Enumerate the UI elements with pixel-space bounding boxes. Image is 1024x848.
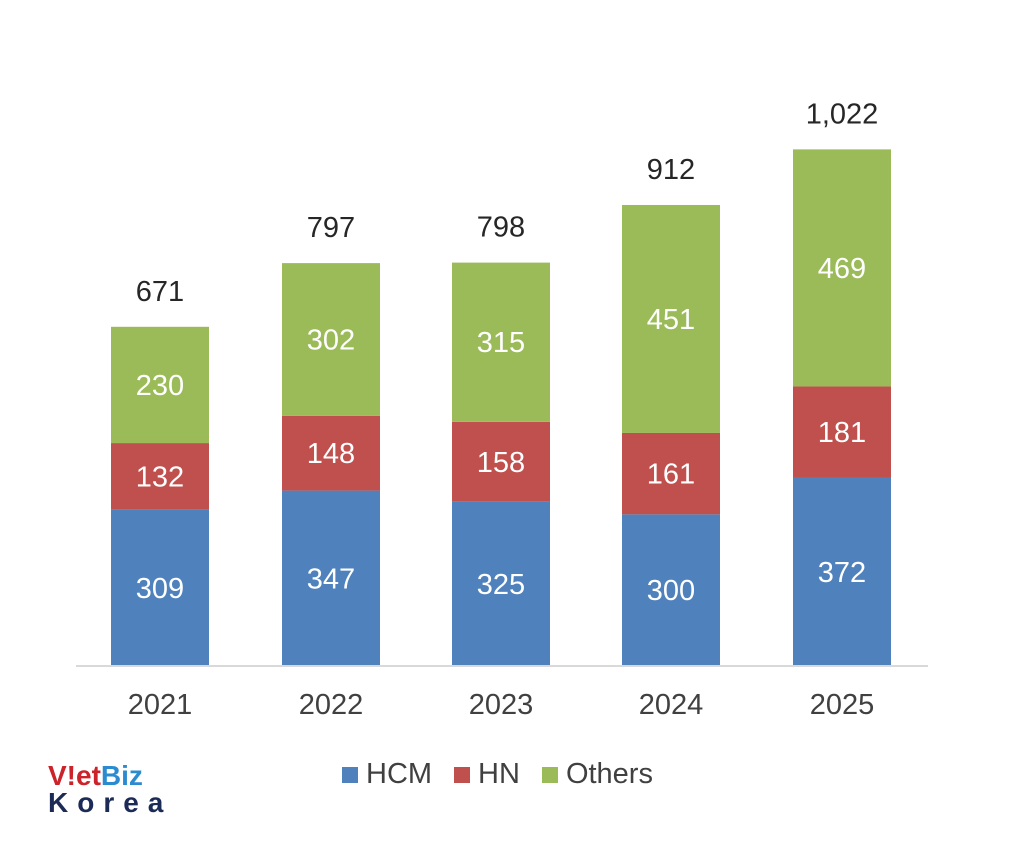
bar-hn-2023 <box>452 421 550 502</box>
data-label-hcm-2025: 372 <box>818 557 866 589</box>
data-label-hcm-2021: 309 <box>136 573 184 605</box>
data-label-others-2022: 302 <box>307 324 355 356</box>
total-label-2021: 671 <box>136 276 184 308</box>
logo-viet: V!et <box>48 760 101 791</box>
x-tick-label-2022: 2022 <box>299 689 364 721</box>
total-label-2025: 1,022 <box>806 98 879 130</box>
total-label-2023: 798 <box>477 212 525 244</box>
legend-item-hcm: HCM <box>342 758 432 791</box>
bar-others-2021 <box>111 326 209 444</box>
legend-item-hn: HN <box>454 758 520 791</box>
legend-swatch-hn <box>454 766 471 783</box>
legend-label-hn: HN <box>478 758 520 790</box>
data-label-hn-2024: 161 <box>647 459 695 491</box>
data-label-hcm-2024: 300 <box>647 575 695 607</box>
data-label-others-2021: 230 <box>136 370 184 402</box>
data-label-hn-2022: 148 <box>307 438 355 470</box>
x-tick-label-2024: 2024 <box>639 689 704 721</box>
bar-hcm-2024 <box>622 514 720 666</box>
total-label-2022: 797 <box>307 212 355 244</box>
bar-others-2022 <box>282 263 380 416</box>
data-label-hn-2023: 158 <box>477 447 525 479</box>
labels-group: 309 132 230 671 2021 347 148 302 797 2022 325 158 31… <box>128 98 879 721</box>
x-tick-label-2021: 2021 <box>128 689 193 721</box>
legend: HCM HN Others <box>342 758 675 791</box>
bar-others-2024 <box>622 204 720 433</box>
bar-hcm-2022 <box>282 490 380 666</box>
x-tick-label-2023: 2023 <box>469 689 534 721</box>
bar-hn-2021 <box>111 443 209 510</box>
data-label-hn-2021: 132 <box>136 461 184 493</box>
legend-label-others: Others <box>565 758 653 790</box>
total-label-2024: 912 <box>647 154 695 186</box>
data-label-others-2025: 469 <box>818 253 866 285</box>
bar-hn-2022 <box>282 415 380 491</box>
logo-line-1: V!etBiz <box>48 762 188 790</box>
data-label-hcm-2022: 347 <box>307 563 355 595</box>
data-label-hn-2025: 181 <box>818 417 866 449</box>
data-label-others-2023: 315 <box>477 327 525 359</box>
legend-swatch-hcm <box>342 766 358 783</box>
bar-hn-2025 <box>793 386 891 478</box>
data-label-hcm-2023: 325 <box>477 569 525 601</box>
bars-group <box>111 149 891 666</box>
vietbiz-korea-logo: V!etBiz Korea <box>48 762 188 822</box>
x-tick-label-2025: 2025 <box>810 689 875 721</box>
legend-label-hcm: HCM <box>366 758 433 790</box>
data-label-others-2024: 451 <box>647 304 695 336</box>
bar-hn-2024 <box>622 432 720 515</box>
legend-item-others: Others <box>541 758 653 791</box>
legend-swatch-others <box>541 766 558 783</box>
bar-hcm-2021 <box>111 509 209 666</box>
bar-others-2023 <box>452 262 550 422</box>
logo-biz: Biz <box>100 760 143 791</box>
bar-hcm-2023 <box>452 501 550 666</box>
bar-hcm-2025 <box>793 477 891 666</box>
logo-line-2: Korea <box>48 787 173 818</box>
bar-others-2025 <box>793 149 891 387</box>
